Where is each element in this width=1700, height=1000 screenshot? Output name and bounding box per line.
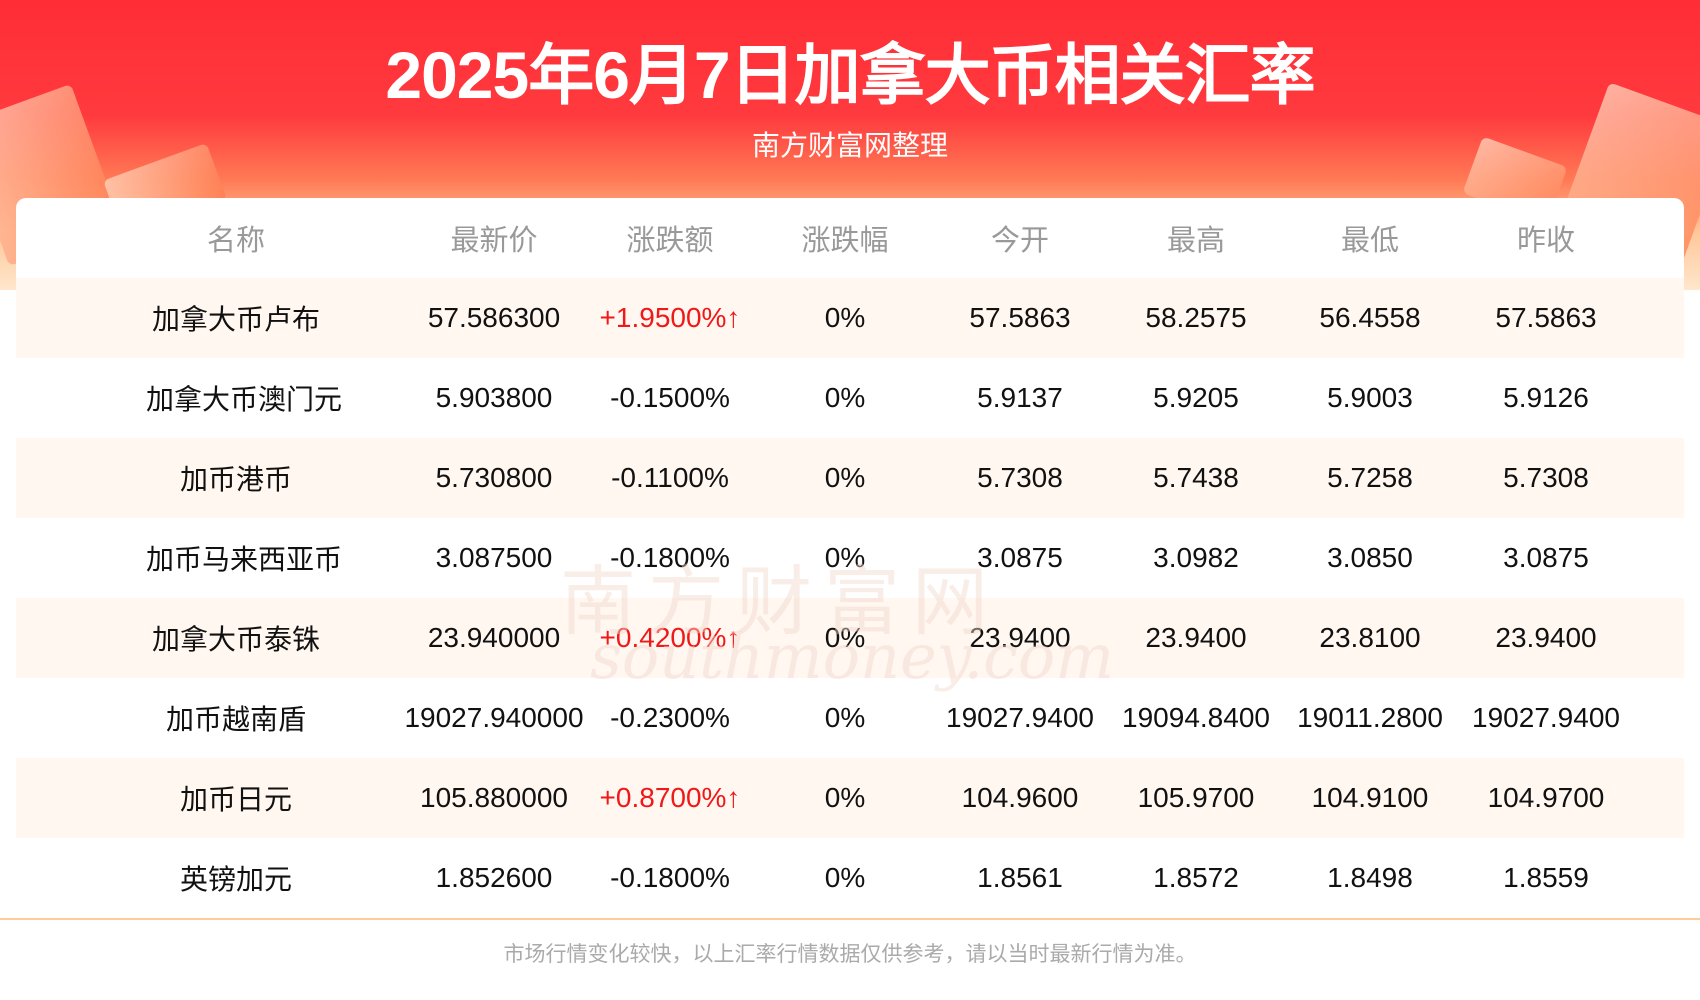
- column-header: 最高: [1166, 225, 1225, 257]
- latest-price-cell: 23.940000: [427, 622, 561, 653]
- high-cell: 5.7438: [1153, 462, 1239, 493]
- table-header: 名称 最新价 涨跌额 涨跌幅 今开 最高 最低 昨收: [16, 198, 1684, 278]
- change-pct-cell: 0%: [824, 622, 866, 653]
- table-row: 加拿大币卢布 57.586300 +1.9500%↑ 0% 57.5863 58.2575…: [16, 278, 1684, 358]
- open-cell: 5.9137: [977, 382, 1063, 413]
- change-pct-cell: 0%: [824, 782, 866, 813]
- open-cell: 57.5863: [969, 302, 1071, 333]
- latest-price-cell: 105.880000: [420, 782, 568, 813]
- low-cell: 3.0850: [1327, 542, 1413, 573]
- open-cell: 23.9400: [969, 622, 1071, 653]
- open-cell: 104.9600: [961, 782, 1079, 813]
- column-header: 最新价: [450, 225, 538, 257]
- change-pct-cell: 0%: [824, 302, 866, 333]
- change-cell: -0.1100%: [611, 462, 729, 493]
- prev-close-cell: 104.9700: [1487, 782, 1605, 813]
- prev-close-cell: 5.7308: [1503, 462, 1589, 493]
- prev-close-cell: 23.9400: [1495, 622, 1597, 653]
- latest-price-cell: 19027.940000: [404, 702, 584, 733]
- latest-price-cell: 3.087500: [435, 542, 553, 573]
- low-cell: 5.9003: [1327, 382, 1413, 413]
- change-pct-cell: 0%: [824, 702, 866, 733]
- disclaimer: 市场行情变化较快，以上汇率行情数据仅供参考，请以当时最新行情为准。: [503, 943, 1197, 966]
- change-pct-cell: 0%: [824, 542, 866, 573]
- table-row: 加币马来西亚币 3.087500 -0.1800% 0% 3.0875 3.0982 3.0…: [16, 518, 1684, 598]
- name-cell: 加拿大币澳门元: [146, 384, 343, 415]
- name-cell: 加币日元: [179, 784, 292, 815]
- table-row: 加币港币 5.730800 -0.1100% 0% 5.7308 5.7438 5.7258…: [16, 438, 1684, 518]
- column-header: 昨收: [1516, 225, 1575, 257]
- high-cell: 23.9400: [1145, 622, 1247, 653]
- prev-close-cell: 1.8559: [1503, 862, 1589, 893]
- change-pct-cell: 0%: [824, 462, 866, 493]
- low-cell: 23.8100: [1319, 622, 1421, 653]
- page-subtitle: 南方财富网整理: [751, 130, 948, 161]
- open-cell: 19027.9400: [946, 702, 1094, 733]
- name-cell: 加币港币: [179, 464, 292, 495]
- latest-price-cell: 1.852600: [435, 862, 553, 893]
- table-row: 加币越南盾 19027.940000 -0.2300% 0% 19027.9400 190…: [16, 678, 1684, 758]
- name-cell: 加币越南盾: [165, 704, 306, 735]
- column-header: 最低: [1340, 225, 1399, 257]
- watermark: southmoney.com: [590, 620, 1115, 693]
- prev-close-cell: 57.5863: [1495, 302, 1597, 333]
- change-cell: -0.2300%: [610, 702, 730, 733]
- table-row: 加拿大币澳门元 5.903800 -0.1500% 0% 5.9137 5.9205 5.9…: [16, 358, 1684, 438]
- prev-close-cell: 19027.9400: [1472, 702, 1620, 733]
- change-cell: -0.1800%: [610, 862, 730, 893]
- name-cell: 加币马来西亚币: [146, 544, 343, 575]
- column-header: 今开: [990, 225, 1049, 257]
- table-row: 加币日元 105.880000 +0.8700%↑ 0% 104.9600 105.970…: [16, 758, 1684, 838]
- low-cell: 1.8498: [1327, 862, 1413, 893]
- high-cell: 1.8572: [1153, 862, 1239, 893]
- table-row: 加拿大币泰铢 23.940000 +0.4200%↑ 0% 23.9400 23.9400…: [16, 598, 1684, 678]
- change-cell: +0.4200%↑: [599, 622, 741, 653]
- latest-price-cell: 57.586300: [427, 302, 561, 333]
- prev-close-cell: 3.0875: [1503, 542, 1589, 573]
- low-cell: 19011.2800: [1297, 702, 1443, 733]
- open-cell: 5.7308: [977, 462, 1063, 493]
- name-cell: 加拿大币卢布: [151, 304, 320, 335]
- name-cell: 加拿大币泰铢: [151, 624, 320, 655]
- low-cell: 104.9100: [1311, 782, 1429, 813]
- latest-price-cell: 5.903800: [435, 382, 553, 413]
- page-title: 2025年6月7日加拿大币相关汇率: [385, 38, 1315, 112]
- divider: [0, 918, 1700, 920]
- low-cell: 5.7258: [1327, 462, 1413, 493]
- prev-close-cell: 5.9126: [1503, 382, 1589, 413]
- high-cell: 3.0982: [1153, 542, 1239, 573]
- change-pct-cell: 0%: [824, 862, 866, 893]
- column-header: 涨跌额: [626, 225, 714, 257]
- latest-price-cell: 5.730800: [435, 462, 553, 493]
- change-cell: +1.9500%↑: [599, 302, 741, 333]
- name-cell: 英镑加元: [179, 864, 292, 895]
- change-cell: -0.1500%: [610, 382, 730, 413]
- rates-table: 名称 最新价 涨跌额 涨跌幅 今开 最高 最低 昨收 加拿大币卢布 57.586300 +1.95…: [16, 198, 1684, 918]
- high-cell: 19094.8400: [1122, 702, 1270, 733]
- high-cell: 5.9205: [1153, 382, 1239, 413]
- open-cell: 3.0875: [977, 542, 1063, 573]
- change-cell: -0.1800%: [610, 542, 730, 573]
- low-cell: 56.4558: [1319, 302, 1421, 333]
- table-row: 英镑加元 1.852600 -0.1800% 0% 1.8561 1.8572 1.8498…: [16, 838, 1684, 918]
- watermark: 南方财富网: [560, 557, 1000, 646]
- high-cell: 58.2575: [1145, 302, 1247, 333]
- change-cell: +0.8700%↑: [599, 782, 741, 813]
- high-cell: 105.9700: [1137, 782, 1255, 813]
- change-pct-cell: 0%: [824, 382, 866, 413]
- column-header: 涨跌幅: [801, 225, 889, 257]
- open-cell: 1.8561: [977, 862, 1063, 893]
- column-header: 名称: [206, 225, 265, 257]
